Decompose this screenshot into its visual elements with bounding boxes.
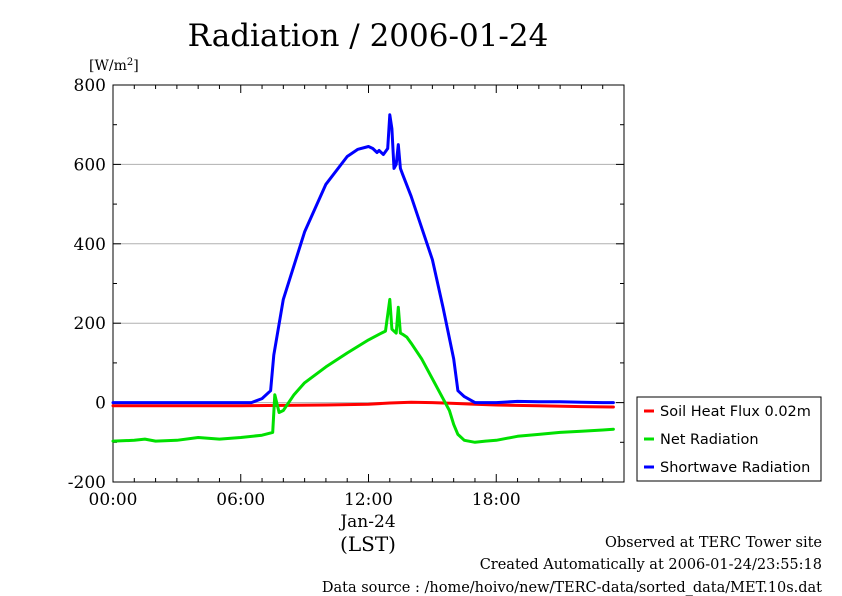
y-tick-label: 600: [74, 155, 106, 175]
series-line-2: [111, 113, 615, 405]
chart-title: Radiation / 2006-01-24: [188, 18, 549, 54]
grid: [113, 163, 624, 404]
footer-data-source: Data source : /home/hoivo/new/TERC-data/…: [321, 580, 822, 596]
axis-ticks: -200 0 200 400 600 800 00:00 06:00 12:00 18:00: [68, 76, 624, 510]
legend-box: [636, 396, 822, 482]
x-tick-label: 06:00: [216, 490, 265, 510]
y-tick-label: -200: [68, 473, 106, 493]
series-lines: [111, 113, 615, 444]
x-date-label: Jan-24: [338, 512, 395, 532]
y-tick-label: 200: [74, 314, 106, 334]
y-tick-label: 800: [74, 76, 106, 96]
y-tick-label: 400: [74, 235, 106, 255]
series-line-1: [111, 297, 615, 444]
x-tick-label: 18:00: [472, 490, 521, 510]
x-axis-label: (LST): [340, 532, 396, 556]
series-line-0: [111, 400, 615, 409]
legend-label: Net Radiation: [660, 432, 759, 448]
footer-observed: Observed at TERC Tower site: [604, 535, 822, 551]
footer-created: Created Automatically at 2006-01-24/23:5…: [479, 557, 822, 573]
y-tick-label: 0: [95, 394, 106, 414]
x-tick-label: 12:00: [344, 490, 393, 510]
legend-label: Shortwave Radiation: [660, 460, 810, 476]
plot-frame: [112, 84, 625, 483]
x-tick-label: 00:00: [89, 490, 138, 510]
legend-label: Soil Heat Flux 0.02m: [660, 404, 811, 420]
y-axis-unit: [W/m2]: [89, 57, 139, 74]
legend: Soil Heat Flux 0.02m Net Radiation Shortwa…: [636, 396, 822, 482]
